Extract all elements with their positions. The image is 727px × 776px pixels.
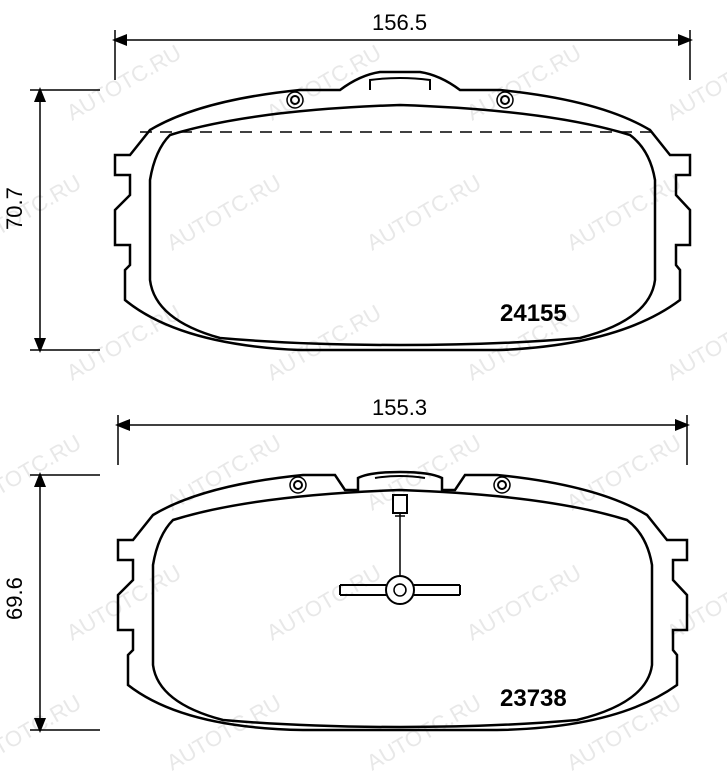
center-clip: [340, 495, 460, 604]
dim-width-top: 156.5: [372, 10, 427, 36]
dim-height-bottom: 69.6: [2, 577, 28, 620]
dim-height-top: 70.7: [2, 187, 28, 230]
part-23738: [30, 415, 687, 730]
technical-drawing: [0, 0, 727, 768]
part-number-bottom: 23738: [500, 685, 567, 713]
dim-width-bottom: 155.3: [372, 395, 427, 421]
diagram-container: AUTOTC.RUAUTOTC.RUAUTOTC.RUAUTOTC.RUAUTO…: [0, 0, 727, 768]
part-number-top: 24155: [500, 300, 567, 328]
part-24155: [30, 30, 690, 350]
